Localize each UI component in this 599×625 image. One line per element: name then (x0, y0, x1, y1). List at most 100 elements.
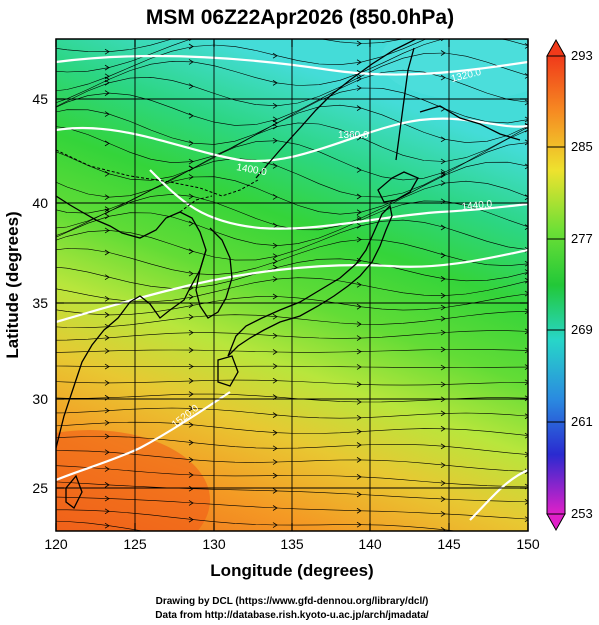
streamline (56, 365, 528, 368)
streamline (56, 450, 528, 472)
streamline-arrow (356, 76, 362, 82)
streamline (56, 379, 528, 386)
streamline-arrow (440, 136, 446, 143)
streamline (56, 69, 528, 126)
streamline-arrow (104, 48, 110, 55)
streamline-arrow (524, 126, 528, 133)
streamline-arrow (356, 348, 362, 355)
streamline-arrow (188, 439, 194, 446)
streamline-arrow (272, 313, 278, 320)
colorbar-scale (546, 55, 566, 515)
streamline-arrow (188, 165, 194, 172)
streamline-arrow (104, 466, 110, 472)
streamline-arrow (440, 180, 446, 186)
streamline-arrow (524, 122, 528, 129)
streamline (56, 39, 427, 92)
streamline (56, 122, 528, 181)
streamline (56, 407, 528, 419)
streamline-arrow (272, 102, 278, 109)
streamline (56, 509, 459, 531)
streamline (56, 481, 528, 503)
streamline-arrow (356, 303, 362, 310)
streamline-arrow (272, 52, 278, 59)
taiwan-coast (65, 474, 83, 509)
streamline-arrow (524, 499, 528, 505)
streamline-arrow (440, 410, 446, 417)
y-tick-label: 25 (32, 480, 48, 496)
colorbar-bottom-arrow (546, 513, 566, 532)
streamline-arrow (440, 252, 446, 259)
streamline-arrow (356, 209, 362, 216)
streamline-arrow (440, 480, 446, 486)
streamline (56, 180, 528, 236)
x-tick-label: 135 (280, 536, 304, 552)
x-axis-label: Longitude (degrees) (210, 561, 373, 580)
streamline-arrow (188, 363, 194, 370)
streamline-arrow (188, 220, 194, 227)
height-contour (56, 117, 528, 163)
streamline-arrow (189, 29, 193, 34)
streamline-arrow (272, 377, 278, 384)
streamline-arrow (356, 491, 362, 498)
height-contour (56, 54, 528, 76)
streamline-arrow (272, 505, 278, 511)
streamline (56, 39, 173, 53)
streamline-arrow (440, 346, 446, 353)
contour-labels: 1320.0 1360.0 1400.0 1440.0 1520.0 (170, 67, 493, 431)
streamline-arrow (272, 194, 278, 200)
streamline-arrow (188, 294, 194, 300)
streamline-arrow (356, 335, 362, 341)
streamline-arrow (272, 459, 278, 465)
streamline-arrow (356, 399, 362, 405)
streamline-arrow (524, 269, 528, 275)
streamline-arrow (524, 364, 528, 370)
streamline-arrow (104, 363, 110, 370)
streamline-arrow (272, 472, 278, 479)
streamline-arrow (272, 488, 278, 494)
streamline-arrow (440, 39, 445, 42)
streamline-arrow (272, 242, 278, 249)
streamline-arrow (188, 347, 194, 353)
streamline (56, 52, 528, 107)
streamline-arrow (188, 472, 194, 478)
streamline-arrow (104, 79, 110, 86)
streamline-arrow (524, 194, 528, 201)
streamline-arrow (188, 248, 194, 255)
streamline-arrow (104, 295, 110, 302)
streamline-arrow (356, 521, 362, 528)
colorbar-tick-label: 277 (571, 231, 593, 246)
y-tick-label: 30 (32, 391, 48, 407)
streamline-arrow (525, 554, 529, 559)
streamline-arrow (188, 39, 193, 42)
contour-label: 1400.0 (235, 162, 267, 178)
axis-ticks (55, 39, 529, 531)
streamline-arrow (104, 419, 110, 426)
streamline (56, 200, 528, 247)
streamline-arrow (104, 213, 110, 220)
streamline-arrow (356, 236, 362, 243)
streamline-arrow (104, 206, 110, 212)
streamline-arrow (440, 511, 446, 517)
streamline-arrow (104, 249, 110, 256)
streamline-arrow (356, 193, 362, 200)
streamline-arrow (188, 193, 194, 200)
streamline-arrow (188, 516, 194, 523)
streamline-arrow (272, 123, 278, 130)
streamline-arrow (524, 139, 528, 146)
map-plot-area (56, 29, 529, 559)
streamline-arrow (440, 74, 446, 81)
streamline-arrow (524, 246, 528, 253)
streamline-arrow (524, 99, 528, 106)
streamline-arrow (189, 536, 193, 541)
streamline (56, 87, 528, 145)
streamline-arrow (356, 105, 362, 111)
streamline-arrow (188, 174, 194, 180)
height-contours (56, 54, 528, 521)
streamline-arrow (356, 428, 362, 435)
streamline-arrow (104, 194, 110, 201)
streamline-arrow (440, 315, 446, 322)
korea-peninsula (195, 227, 233, 319)
streamline (56, 258, 528, 289)
height-contour (56, 248, 528, 324)
streamline (56, 311, 528, 329)
